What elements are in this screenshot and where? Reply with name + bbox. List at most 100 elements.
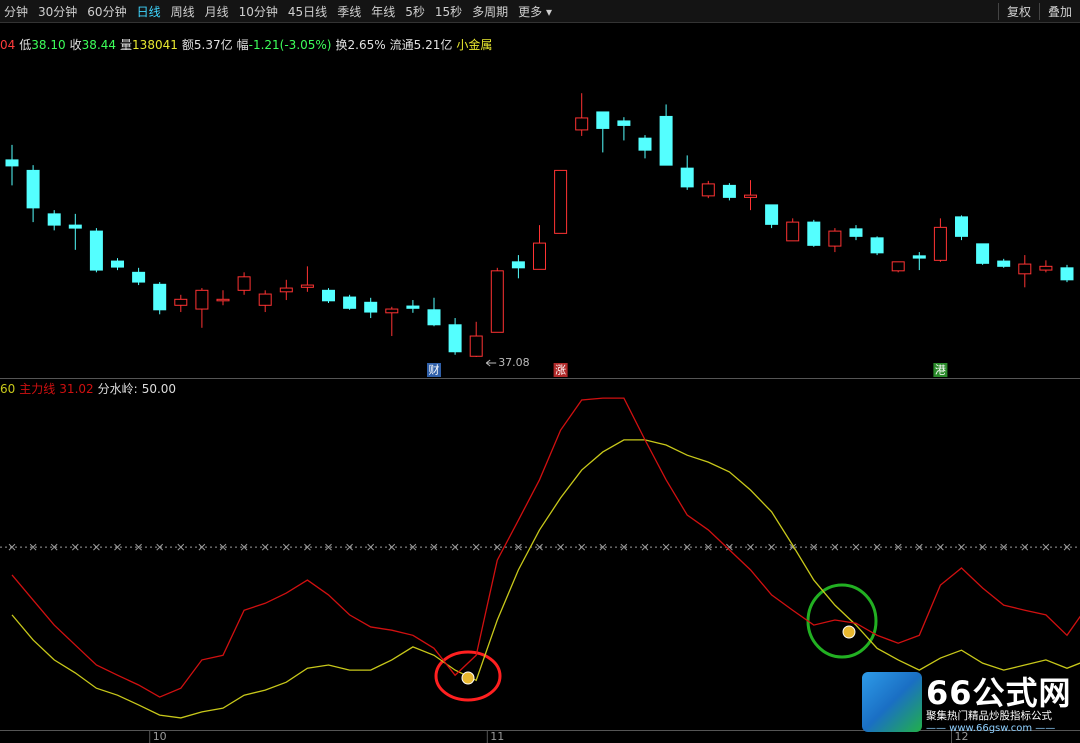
info-value: 38.44 — [81, 38, 117, 52]
x-tick-label: 11 — [490, 730, 504, 743]
candle-body — [258, 293, 272, 306]
period-tab[interactable]: 月线 — [204, 4, 229, 19]
info-value: 小金属 — [456, 38, 493, 52]
info-value: 2.65% — [347, 38, 386, 52]
candle-body — [490, 270, 504, 333]
period-tab[interactable]: 60分钟 — [87, 4, 127, 19]
candle-body — [385, 308, 399, 314]
highlight-circle — [434, 650, 502, 702]
candle-body — [1039, 265, 1053, 271]
period-tab[interactable]: 5秒 — [405, 4, 425, 19]
x-tick-label: 12 — [955, 730, 969, 743]
toolbar-button[interactable]: 叠加 — [1038, 2, 1080, 20]
indicator-line — [11, 439, 1080, 719]
info-label: 量 — [120, 38, 133, 52]
info-item: 流通5.21亿 — [390, 38, 453, 52]
legend-value: 60 — [0, 382, 16, 396]
period-tab[interactable]: 分钟 — [4, 4, 29, 19]
legend-name: 主力线 — [19, 382, 56, 396]
watermark-logo — [862, 672, 922, 732]
candle-body — [153, 283, 167, 311]
candle-body — [976, 243, 990, 264]
period-tab[interactable]: 15秒 — [434, 4, 463, 19]
period-tab[interactable]: 日线 — [136, 4, 161, 19]
watermark-url: —— www.66gsw.com —— — [926, 723, 1056, 734]
indicator-line — [11, 397, 1080, 698]
candle-body — [322, 289, 335, 302]
info-value: -1.21(-3.05%) — [248, 38, 332, 52]
candle-body — [237, 276, 251, 291]
toolbar-button[interactable]: 复权 — [997, 2, 1039, 20]
period-tab[interactable]: 季线 — [337, 4, 362, 19]
info-value: 138041 — [132, 38, 178, 52]
info-label: 流通 — [389, 38, 414, 52]
toolbar-right: 复权 叠加 — [997, 2, 1080, 20]
signal-icon — [461, 671, 475, 685]
info-label: 幅 — [236, 38, 249, 52]
candle-body — [870, 237, 884, 254]
event-label: 港 — [935, 364, 946, 377]
candle-body — [1060, 267, 1074, 281]
candle-body — [364, 301, 378, 313]
candle-body — [174, 298, 188, 306]
info-value: 5.21亿 — [413, 38, 453, 52]
event-label: 财 — [429, 363, 440, 377]
period-tab[interactable]: 更多 ▾ — [518, 4, 552, 19]
watermark-title: 66公式网 — [926, 674, 1072, 712]
candle-body — [26, 169, 40, 209]
info-item: 额5.37亿 — [182, 38, 233, 52]
candle-body — [511, 261, 525, 269]
period-tab[interactable]: 45日线 — [287, 4, 328, 19]
info-item: 04 — [0, 38, 15, 52]
candle-body — [195, 289, 209, 310]
info-item: 换2.65% — [336, 38, 386, 52]
legend-value: 50.00 — [141, 382, 177, 396]
candle-body — [807, 221, 821, 246]
candle-body — [912, 255, 926, 259]
legend-name: 分水岭: — [97, 382, 138, 396]
event-label: 涨 — [555, 364, 566, 377]
candle-body — [5, 159, 19, 167]
candle-body — [786, 221, 800, 242]
candle-body — [680, 167, 694, 188]
candle-body — [617, 120, 631, 126]
candle-body — [132, 271, 146, 283]
period-tab[interactable]: 30分钟 — [38, 4, 78, 19]
watermark-subtitle: 聚集热门精品炒股指标公式 — [926, 710, 1052, 722]
candle-body — [575, 117, 589, 131]
candle-body — [828, 230, 842, 247]
candle-body — [469, 335, 483, 357]
candle-body — [533, 242, 546, 270]
info-item: 量138041 — [120, 38, 178, 52]
info-item: 收38.44 — [70, 38, 116, 52]
threshold-markers — [8, 543, 1071, 551]
period-tab[interactable]: 年线 — [371, 4, 396, 19]
candle-body — [343, 296, 357, 309]
info-item: 幅-1.21(-3.05%) — [237, 38, 332, 52]
event-badge — [553, 363, 568, 377]
watermark: 66公式网 聚集热门精品炒股指标公式 —— www.66gsw.com —— — [862, 672, 1074, 736]
candle-body — [849, 228, 863, 237]
candle-body — [955, 216, 968, 237]
period-tab[interactable]: 周线 — [170, 4, 195, 19]
candle-body — [765, 204, 779, 225]
candle-body — [722, 184, 736, 198]
toolbar: 分钟 30分钟 60分钟 日线 周线 月线 10分钟 45日线 季线 年线 5秒 15秒 多周期 更多 ▾… — [0, 0, 1080, 23]
candle-body — [659, 115, 673, 166]
legend-value: 31.02 — [59, 382, 94, 396]
candle-body — [300, 284, 314, 288]
candle-body — [997, 260, 1011, 267]
info-label: 收 — [69, 38, 82, 52]
candle-body — [744, 194, 757, 198]
candle-body — [111, 260, 124, 268]
low-arrow — [485, 359, 497, 367]
info-value: 04 — [0, 38, 16, 52]
info-label: 换 — [335, 38, 348, 52]
event-badge — [427, 363, 441, 377]
period-tab[interactable]: 多周期 — [472, 4, 509, 19]
period-tab[interactable]: 10分钟 — [238, 4, 278, 19]
candle-body — [427, 309, 441, 326]
x-tick-label: 10 — [153, 730, 167, 743]
candle-body — [216, 298, 230, 302]
